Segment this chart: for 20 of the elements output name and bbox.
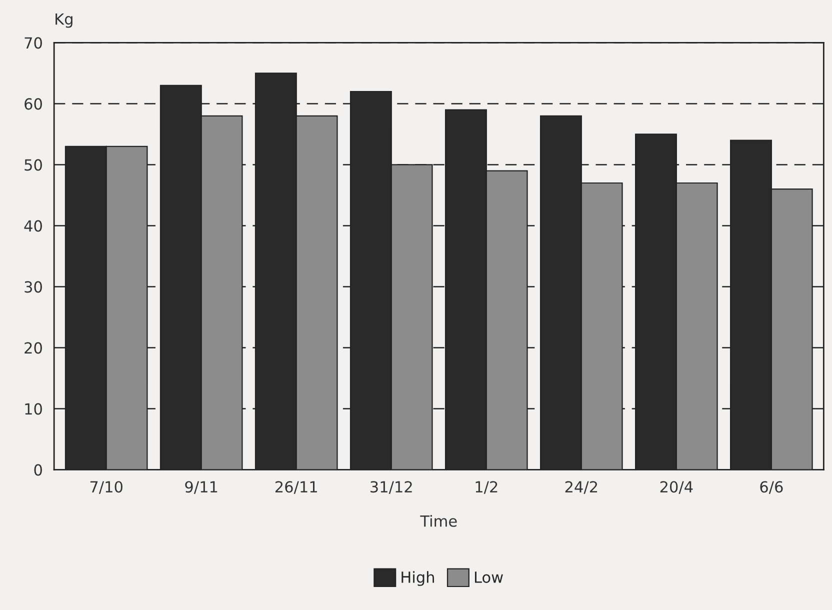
y-tick-label: 30 bbox=[24, 281, 42, 293]
x-tick-label: 31/12 bbox=[370, 481, 412, 494]
y-axis-title: Kg bbox=[56, 13, 72, 28]
x-axis-title: Time bbox=[420, 515, 457, 527]
y-tick-label: 50 bbox=[24, 159, 42, 171]
y-tick-label: 20 bbox=[24, 342, 42, 354]
x-tick-label: 7/10 bbox=[90, 481, 122, 494]
x-tick-label: 26/11 bbox=[275, 481, 317, 494]
y-tick-label: 0 bbox=[34, 464, 42, 476]
y-tick-label: 70 bbox=[24, 37, 42, 49]
y-tick-label: 60 bbox=[24, 98, 42, 110]
legend-label: Low bbox=[474, 572, 503, 583]
x-tick-label: 24/2 bbox=[565, 481, 598, 494]
x-tick-label: 20/4 bbox=[660, 481, 693, 494]
x-tick-label: 6/6 bbox=[760, 481, 783, 494]
x-tick-label: 1/2 bbox=[476, 481, 498, 494]
y-tick-label: 40 bbox=[24, 220, 42, 232]
y-tick-label: 10 bbox=[25, 403, 42, 415]
legend-label: High bbox=[402, 571, 434, 586]
x-tick-label: 9/11 bbox=[185, 481, 218, 494]
